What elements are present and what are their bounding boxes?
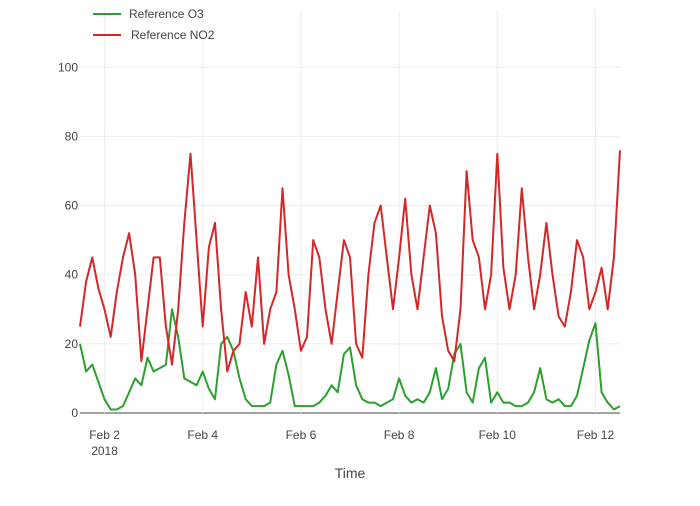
x-tick-label: Feb 10: [479, 428, 517, 442]
y-tick-label: 80: [65, 129, 79, 143]
legend[interactable]: Reference O3 Reference NO2: [93, 7, 215, 42]
legend-label-o3: Reference O3: [129, 7, 204, 21]
y-tick-label: 20: [65, 337, 79, 351]
legend-item-o3[interactable]: Reference O3: [93, 7, 204, 21]
series-lines: [79, 150, 621, 411]
series-line-no2: [79, 150, 621, 373]
grid-lines: [80, 10, 620, 414]
x-tick-label: Feb 6: [286, 428, 317, 442]
y-tick-label: 100: [58, 60, 78, 74]
x-tick-label: Feb 4: [187, 428, 218, 442]
x-tick-sublabel: 2018: [91, 444, 118, 458]
x-tick-label: Feb 8: [384, 428, 415, 442]
y-tick-label: 60: [65, 199, 79, 213]
legend-label-no2: Reference NO2: [131, 28, 215, 42]
y-axis-ticks: 0 20 40 60 80 100: [58, 60, 78, 420]
x-tick-label: Feb 12: [577, 428, 615, 442]
x-axis-ticks: Feb 2 2018 Feb 4 Feb 6 Feb 8 Feb 10 Feb 12: [89, 428, 614, 458]
x-axis-title: Time: [335, 465, 366, 481]
x-tick-label: Feb 2: [89, 428, 120, 442]
y-tick-label: 40: [65, 268, 79, 282]
series-line-o3: [79, 308, 621, 411]
legend-item-no2[interactable]: Reference NO2: [93, 28, 215, 42]
y-tick-label: 0: [71, 406, 78, 420]
